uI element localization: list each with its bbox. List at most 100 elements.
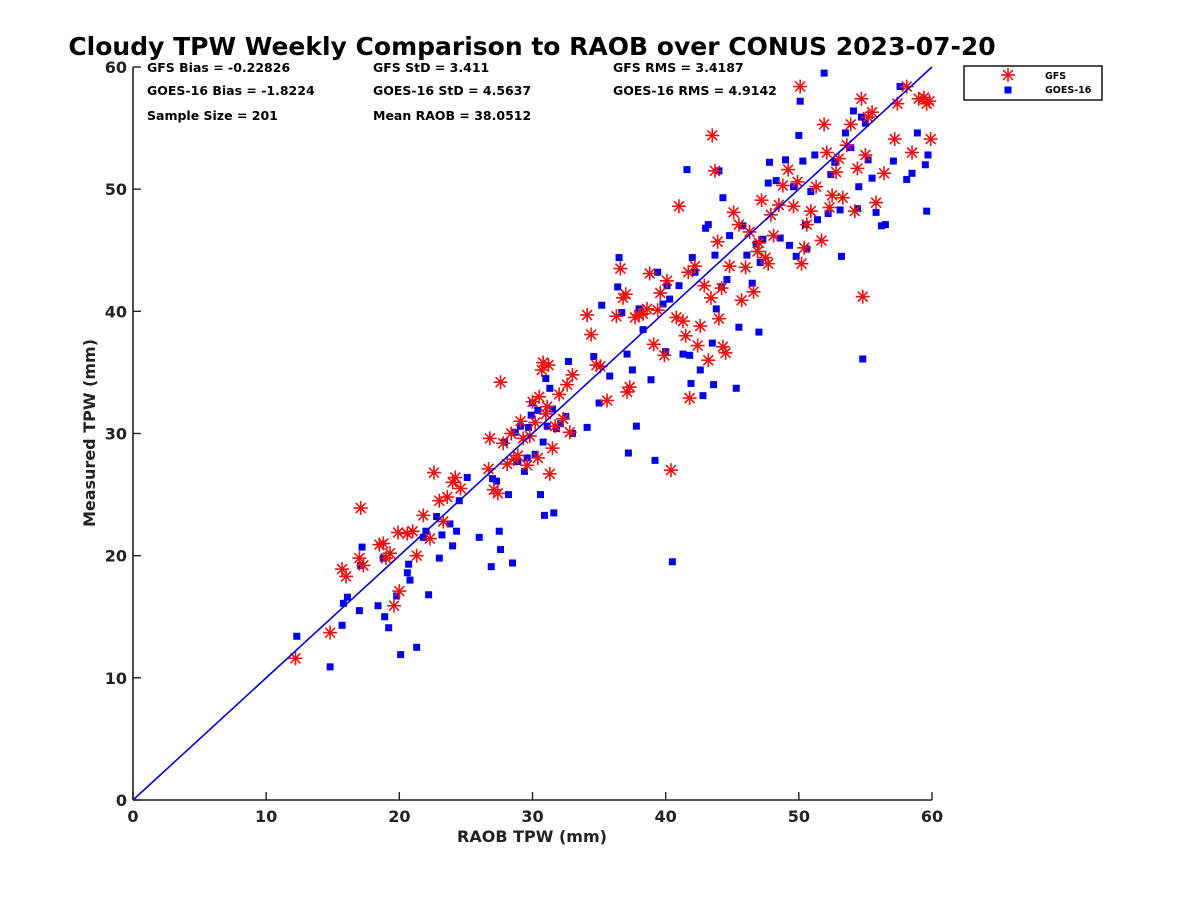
goes16-point [795, 131, 803, 139]
goes16-point [796, 97, 804, 105]
gfs-point [847, 204, 862, 219]
x-tick-label: 0 [127, 807, 138, 826]
y-tick-label: 20 [105, 547, 127, 566]
gfs-point [436, 514, 451, 529]
gfs-point [822, 200, 837, 215]
legend-gfs-marker [1001, 68, 1015, 82]
gfs-point [825, 188, 840, 203]
goes16-point [618, 309, 626, 317]
goes16-point [534, 406, 542, 414]
goes16-point [355, 607, 363, 615]
gfs-point [510, 448, 525, 463]
goes16-point [393, 592, 401, 600]
gfs-point [448, 470, 463, 485]
gfs-point [405, 524, 420, 539]
gfs-point [675, 314, 690, 329]
y-tick-label: 30 [105, 425, 127, 444]
series-gfs [288, 79, 938, 666]
goes16-point [921, 161, 929, 169]
gfs-point [609, 309, 624, 324]
gfs-point [678, 328, 693, 343]
gfs-point [715, 339, 730, 354]
gfs-point [843, 117, 858, 132]
goes16-point [449, 542, 457, 550]
goes-std-text: GOES-16 StD = 4.5637 [373, 83, 531, 98]
gfs-point [858, 147, 873, 162]
goes16-point [525, 423, 533, 431]
gfs-point [584, 327, 599, 342]
goes16-point [813, 216, 821, 224]
gfs-point [690, 338, 705, 353]
goes16-point [864, 156, 872, 164]
series-goes-16 [293, 69, 932, 671]
gfs-point [817, 117, 832, 132]
x-tick-label: 50 [788, 807, 810, 826]
goes16-point [859, 355, 867, 363]
y-tick-label: 40 [105, 302, 127, 321]
gfs-point [504, 426, 519, 441]
goes16-point [726, 232, 734, 240]
gfs-point [714, 281, 729, 296]
goes16-point [628, 366, 636, 374]
gfs-point [705, 128, 720, 143]
goes16-point [475, 533, 483, 541]
goes16-point [666, 295, 674, 303]
goes16-point [913, 129, 921, 137]
gfs-point [835, 190, 850, 205]
goes16-point [659, 300, 667, 308]
goes16-point [493, 477, 501, 485]
gfs-point [831, 151, 846, 166]
gfs-point [528, 415, 543, 430]
goes16-point [782, 156, 790, 164]
goes16-point [847, 144, 855, 152]
goes16-point [764, 179, 772, 187]
gfs-point [726, 205, 741, 220]
gfs-point [890, 96, 905, 111]
legend-goes-label: GOES-16 [1045, 85, 1092, 96]
gfs-point [711, 311, 726, 326]
gfs-point [671, 199, 686, 214]
x-tick-label: 20 [388, 807, 410, 826]
goes16-point [820, 69, 828, 77]
gfs-point [541, 358, 556, 373]
goes16-point [841, 129, 849, 137]
goes16-point [381, 613, 389, 621]
goes16-point [662, 348, 670, 356]
goes16-point [836, 206, 844, 214]
gfs-point [532, 389, 547, 404]
gfs-point [693, 318, 708, 333]
goes16-point [606, 372, 614, 380]
goes16-point [903, 175, 911, 183]
gfs-point [580, 307, 595, 322]
one-to-one-line [132, 66, 933, 801]
goes16-point [505, 491, 513, 499]
goes16-point [877, 222, 885, 230]
goes16-point [487, 563, 495, 571]
gfs-point [746, 284, 761, 299]
goes16-point [614, 283, 622, 291]
goes16-point [710, 381, 718, 389]
goes16-point [497, 546, 505, 554]
gfs-point [545, 441, 560, 456]
gfs-point [697, 278, 712, 293]
gfs-point [613, 261, 628, 276]
legend-asterisk-icon [1001, 68, 1015, 82]
gfs-point [496, 436, 511, 451]
gfs-point [771, 198, 786, 213]
goes16-point [889, 157, 897, 165]
goes16-point [595, 399, 603, 407]
goes16-point [446, 520, 454, 528]
goes16-point [712, 305, 720, 313]
goes16-point [735, 323, 743, 331]
gfs-point [911, 91, 926, 106]
goes16-point [397, 651, 405, 659]
gfs-point [383, 546, 398, 561]
gfs-point [542, 466, 557, 481]
goes16-point [540, 511, 548, 519]
goes16-point [623, 350, 631, 358]
gfs-point [923, 132, 938, 147]
gfs-point [786, 199, 801, 214]
goes16-point [556, 420, 564, 428]
goes16-point [811, 151, 819, 159]
